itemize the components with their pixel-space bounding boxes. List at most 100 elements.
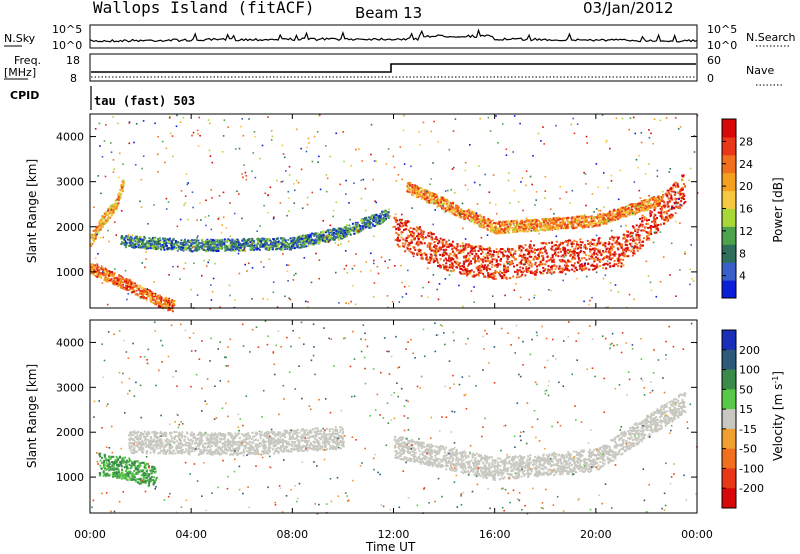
power-scatter-cell [639,247,642,250]
power-scatter-cell [438,199,441,202]
power-scatter-cell [617,236,620,239]
power-scatter-cell [356,221,359,224]
power-scatter-cell [96,269,99,272]
power-scatter-cell [229,242,232,244]
power-scatter-cell [516,269,519,272]
power-scatter-cell [528,253,531,256]
power-scatter-cell [571,268,574,271]
power-scatter-cell [173,245,176,248]
power-scatter-cell [656,217,658,220]
power-scatter-cell [315,239,318,242]
power-scatter-cell [514,226,517,229]
power-scatter-cell [567,269,570,272]
power-scatter-cell [467,245,470,248]
power-scatter-cell [560,224,563,227]
power-scatter-cell [92,273,95,276]
power-scatter-cell [579,251,582,254]
power-scatter-cell [681,179,684,182]
power-scatter-cell [91,269,94,272]
power-scatter-cell [653,222,656,225]
power-scatter-cell [266,238,269,241]
power-scatter-cell [320,232,323,235]
power-scatter-cell [246,244,249,247]
power-scatter-cell [108,274,111,277]
power-scatter-cell [669,217,672,220]
power-scatter-cell [619,209,622,212]
power-scatter-cell [359,225,362,228]
cpid-strip: CPID tau (fast) 503 [10,86,195,110]
power-scatter-cell [112,207,115,210]
power-scatter-cell [293,238,295,241]
power-scatter-cell [102,267,105,270]
power-scatter-cell [116,276,119,279]
power-scatter-cell [498,230,500,233]
power-scatter-cell [474,221,477,224]
power-scatter-cell [502,232,505,234]
power-scatter-cell [341,232,344,235]
power-scatter-cell [171,244,174,247]
power-scatter-cell [455,207,458,210]
power-scatter-cell [525,225,528,228]
power-scatter-cell [541,255,544,258]
power-scatter-cell [400,225,403,228]
power-scatter-cell [223,246,226,249]
power-scatter-cell [119,196,122,199]
power-scatter-cell [654,214,657,217]
power-scatter-cell [154,241,157,244]
power-scatter-cell [486,229,489,231]
power-scatter-cell [407,229,410,232]
power-scatter-cell [460,249,463,252]
power-scatter-cell [519,228,522,231]
power-scatter-cell [142,292,145,295]
power-scatter-cell [504,250,507,253]
power-scatter-cell [147,246,150,249]
power-scatter-cell [234,248,237,251]
power-scatter-cell [231,243,234,246]
power-scatter-cell [616,211,619,214]
power-scatter-cell [540,225,543,227]
power-scatter-cell [221,241,224,244]
power-scatter-cell [308,239,310,242]
power-scatter-cell [219,243,222,245]
power-scatter-cell [184,238,186,241]
power-scatter-cell [592,242,595,245]
power-scatter-cell [556,247,559,250]
power-scatter-cell [430,258,433,261]
power-scatter-cell [670,187,673,190]
power-scatter-cell [434,251,437,254]
power-scatter-cell [103,212,106,215]
power-scatter-cell [655,231,658,234]
power-scatter-cell [666,218,669,221]
power-scatter-cell [578,246,581,249]
power-scatter-cell [548,224,551,227]
power-scatter-cell [437,242,439,245]
power-scatter-cell [601,218,604,221]
power-scatter-cell [681,189,684,191]
power-scatter-cell [522,221,525,224]
power-scatter-cell [185,242,188,245]
power-scatter-cell [331,234,334,236]
power-scatter-cell [442,238,445,241]
power-scatter-cell [382,210,385,213]
power-scatter-cell [94,232,97,235]
power-scatter-cell [606,212,609,215]
power-scatter-cell [450,243,453,246]
power-scatter-cell [534,273,537,276]
power-scatter-cell [624,241,627,244]
power-scatter-cell [528,255,531,258]
power-scatter-cell [561,271,564,274]
power-scatter-cell [331,228,334,231]
power-scatter-cell [117,195,120,198]
power-scatter-cell [664,204,667,207]
power-scatter-cell [396,223,399,226]
power-scatter-cell [383,220,385,223]
power-scatter-cell [167,247,170,250]
power-scatter-cell [416,235,418,238]
power-scatter-cell [663,211,666,214]
power-scatter-cell [471,213,474,215]
power-scatter-cell [495,229,498,232]
power-scatter-cell [321,239,324,242]
power-scatter-cell [223,242,226,245]
power-scatter-cell [383,213,385,216]
power-scatter-cell [626,211,629,214]
